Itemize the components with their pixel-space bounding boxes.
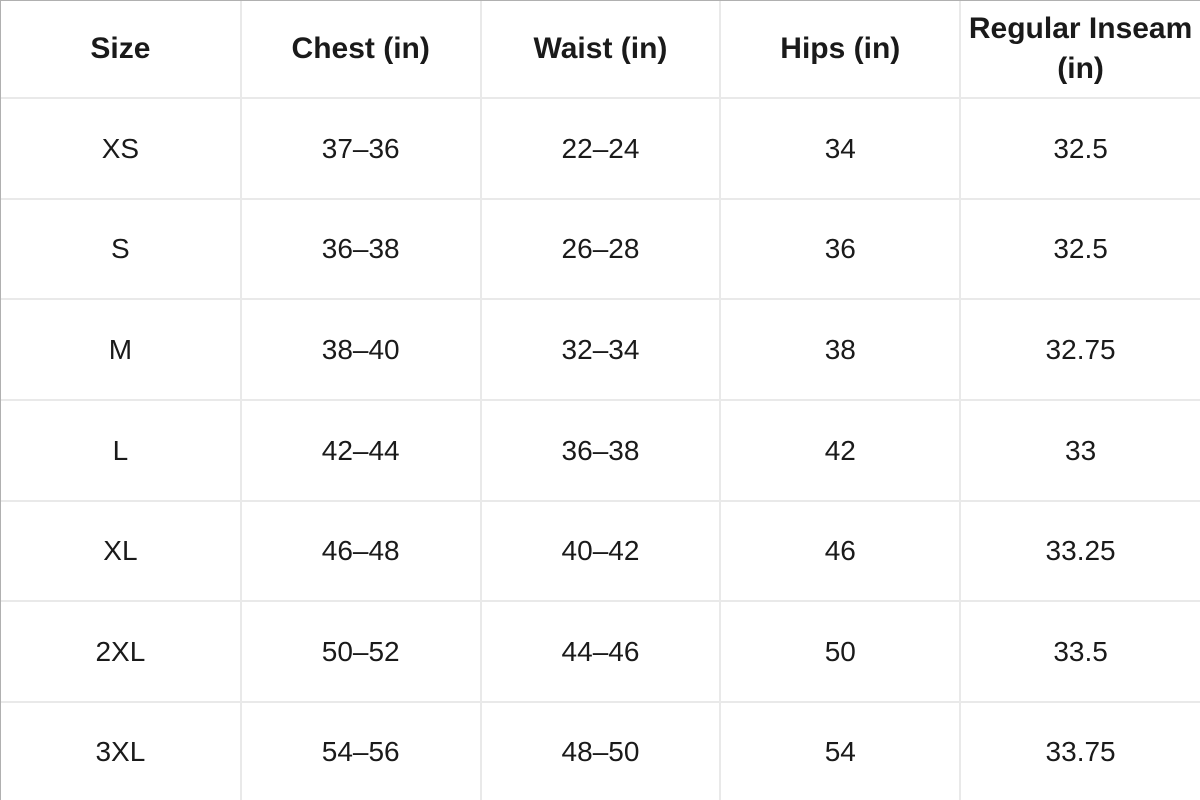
table-row-3xl: 3XL 54–56 48–50 54 33.75 xyxy=(1,701,1200,800)
cell-hips: 46 xyxy=(719,499,962,603)
cell-size: XL xyxy=(1,499,242,603)
cell-hips: 50 xyxy=(719,600,962,704)
cell-chest: 36–38 xyxy=(239,197,482,301)
cell-waist: 40–42 xyxy=(479,499,722,603)
column-header-inseam: Regular Inseam (in) xyxy=(959,1,1200,99)
cell-hips: 54 xyxy=(719,701,962,800)
cell-waist: 44–46 xyxy=(479,600,722,704)
cell-waist: 36–38 xyxy=(479,399,722,502)
table-header: Size Chest (in) Waist (in) Hips (in) Reg… xyxy=(1,1,1200,99)
cell-chest: 37–36 xyxy=(239,97,482,200)
cell-waist: 26–28 xyxy=(479,197,722,301)
cell-hips: 36 xyxy=(719,197,962,301)
column-header-waist: Waist (in) xyxy=(479,1,722,99)
cell-hips: 34 xyxy=(719,97,962,200)
cell-size: S xyxy=(1,197,242,301)
cell-chest: 54–56 xyxy=(239,701,482,800)
cell-chest: 38–40 xyxy=(239,298,482,402)
cell-size: 3XL xyxy=(1,701,242,800)
table-row-m: M 38–40 32–34 38 32.75 xyxy=(1,298,1200,402)
cell-chest: 46–48 xyxy=(239,499,482,603)
cell-waist: 22–24 xyxy=(479,97,722,200)
cell-inseam: 33.5 xyxy=(959,600,1200,704)
table-row-2xl: 2XL 50–52 44–46 50 33.5 xyxy=(1,600,1200,704)
cell-inseam: 33.75 xyxy=(959,701,1200,800)
column-header-chest: Chest (in) xyxy=(239,1,482,99)
table-body: XS 37–36 22–24 34 32.5 S 36–38 26–28 36 … xyxy=(1,97,1200,800)
table-row-l: L 42–44 36–38 42 33 xyxy=(1,399,1200,502)
cell-size: M xyxy=(1,298,242,402)
cell-chest: 42–44 xyxy=(239,399,482,502)
header-row: Size Chest (in) Waist (in) Hips (in) Reg… xyxy=(1,1,1200,99)
column-header-size: Size xyxy=(1,1,242,99)
cell-waist: 48–50 xyxy=(479,701,722,800)
table-row-xs: XS 37–36 22–24 34 32.5 xyxy=(1,97,1200,200)
cell-hips: 38 xyxy=(719,298,962,402)
column-header-hips: Hips (in) xyxy=(719,1,962,99)
table-row-xl: XL 46–48 40–42 46 33.25 xyxy=(1,499,1200,603)
cell-size: XS xyxy=(1,97,242,200)
cell-hips: 42 xyxy=(719,399,962,502)
cell-inseam: 33 xyxy=(959,399,1200,502)
cell-inseam: 32.5 xyxy=(959,97,1200,200)
table-row-s: S 36–38 26–28 36 32.5 xyxy=(1,197,1200,301)
cell-inseam: 33.25 xyxy=(959,499,1200,603)
cell-size: 2XL xyxy=(1,600,242,704)
cell-inseam: 32.75 xyxy=(959,298,1200,402)
cell-waist: 32–34 xyxy=(479,298,722,402)
cell-size: L xyxy=(1,399,242,502)
cell-chest: 50–52 xyxy=(239,600,482,704)
cell-inseam: 32.5 xyxy=(959,197,1200,301)
